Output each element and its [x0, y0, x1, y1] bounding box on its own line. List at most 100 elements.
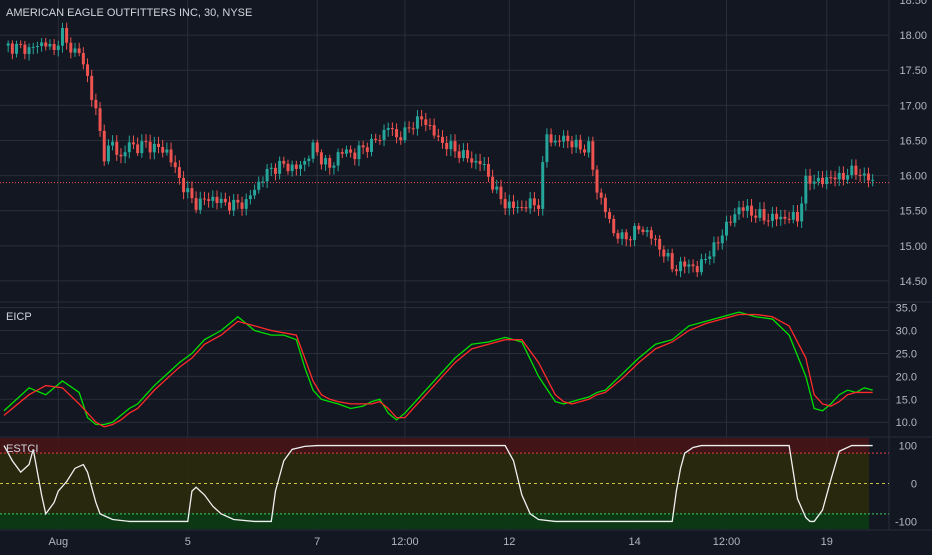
- candle-body: [428, 124, 432, 126]
- candle-body: [315, 142, 319, 153]
- estci-label[interactable]: ESTCI: [6, 443, 38, 455]
- candle-body: [645, 230, 649, 233]
- candle-body: [6, 43, 10, 46]
- candle-body: [641, 229, 645, 233]
- candle-body: [131, 142, 135, 145]
- candle-body: [750, 205, 754, 216]
- symbol-title[interactable]: AMERICAN EAGLE OUTFITTERS INC, 30, NYSE: [6, 7, 252, 19]
- candle-body: [854, 165, 858, 175]
- candle-body: [699, 259, 703, 273]
- candle-body: [825, 177, 829, 185]
- candle-body: [236, 199, 240, 203]
- candle-body: [841, 172, 845, 180]
- time-tick-label: Aug: [49, 536, 69, 548]
- candle-body: [687, 264, 691, 267]
- candle-body: [587, 141, 591, 153]
- candle-body: [119, 154, 123, 157]
- candle-body: [395, 129, 399, 138]
- candle-body: [52, 43, 56, 50]
- candle-body: [449, 141, 453, 150]
- estci-tick-label: -100: [895, 516, 917, 528]
- candle-body: [666, 253, 670, 257]
- candle-body: [658, 238, 662, 250]
- candle-body: [712, 242, 716, 257]
- candle-body: [850, 165, 854, 176]
- candle-body: [211, 196, 215, 201]
- candle-body: [670, 253, 674, 270]
- candle-body: [800, 203, 804, 222]
- candle-body: [461, 150, 465, 159]
- candle-body: [269, 167, 273, 169]
- time-tick-label: 5: [185, 536, 191, 548]
- price-tick-label: 16.00: [899, 171, 927, 183]
- candle-body: [60, 27, 64, 46]
- candle-body: [628, 239, 632, 241]
- candle-body: [56, 45, 60, 50]
- candle-body: [503, 199, 507, 209]
- eicp-tick-label: 30.0: [896, 326, 917, 338]
- candle-body: [165, 149, 169, 153]
- candle-body: [140, 141, 144, 154]
- eicp-label[interactable]: EICP: [6, 311, 32, 323]
- candle-body: [553, 140, 557, 143]
- candle-body: [837, 172, 841, 180]
- candle-body: [779, 216, 783, 220]
- candle-body: [115, 141, 119, 155]
- candle-body: [846, 175, 850, 180]
- candle-body: [282, 160, 286, 164]
- candle-body: [453, 141, 457, 152]
- candle-body: [332, 165, 336, 168]
- candle-body: [683, 261, 687, 267]
- candle-body: [512, 201, 515, 208]
- candle-body: [148, 141, 152, 153]
- candle-body: [532, 198, 536, 206]
- candle-body: [136, 144, 140, 154]
- time-tick-label: 12: [503, 536, 515, 548]
- candle-body: [344, 149, 348, 154]
- candle-body: [420, 116, 424, 120]
- price-tick-label: 15.50: [899, 206, 927, 218]
- candle-body: [244, 199, 248, 209]
- candle-body: [829, 177, 833, 179]
- candle-body: [520, 207, 524, 209]
- candle-body: [662, 249, 666, 257]
- candle-body: [528, 198, 532, 209]
- candle-body: [407, 127, 411, 129]
- candle-body: [98, 108, 102, 131]
- candle-body: [390, 128, 394, 130]
- candle-body: [808, 175, 812, 184]
- candle-body: [833, 177, 837, 180]
- candle-body: [674, 269, 678, 272]
- time-tick-label: 12:00: [391, 536, 419, 548]
- price-tick-label: 14.50: [899, 276, 927, 288]
- candle-body: [106, 145, 110, 162]
- candle-body: [432, 125, 436, 136]
- candle-body: [340, 152, 344, 154]
- candle-body: [616, 233, 620, 239]
- candle-body: [495, 186, 499, 190]
- candle-body: [557, 140, 561, 142]
- candle-body: [370, 138, 373, 152]
- eicp-tick-label: 10.0: [896, 417, 917, 429]
- candle-body: [549, 134, 553, 143]
- candle-body: [708, 256, 712, 259]
- oversold-zone: [0, 513, 869, 529]
- candle-body: [361, 145, 365, 148]
- price-tick-label: 17.00: [899, 100, 927, 112]
- candle-body: [202, 198, 206, 200]
- candle-body: [81, 52, 85, 65]
- candle-body: [795, 212, 799, 222]
- candle-body: [182, 177, 186, 193]
- eicp-tick-label: 20.0: [896, 371, 917, 383]
- candle-body: [524, 207, 528, 209]
- estci-tick-label: 100: [899, 441, 917, 453]
- candle-body: [478, 160, 482, 165]
- candle-body: [716, 242, 720, 244]
- candle-body: [566, 135, 570, 142]
- candle-body: [704, 258, 708, 260]
- price-tick-label: 17.50: [899, 65, 927, 77]
- candle-body: [770, 213, 774, 221]
- candle-body: [157, 143, 161, 148]
- candle-body: [441, 136, 444, 143]
